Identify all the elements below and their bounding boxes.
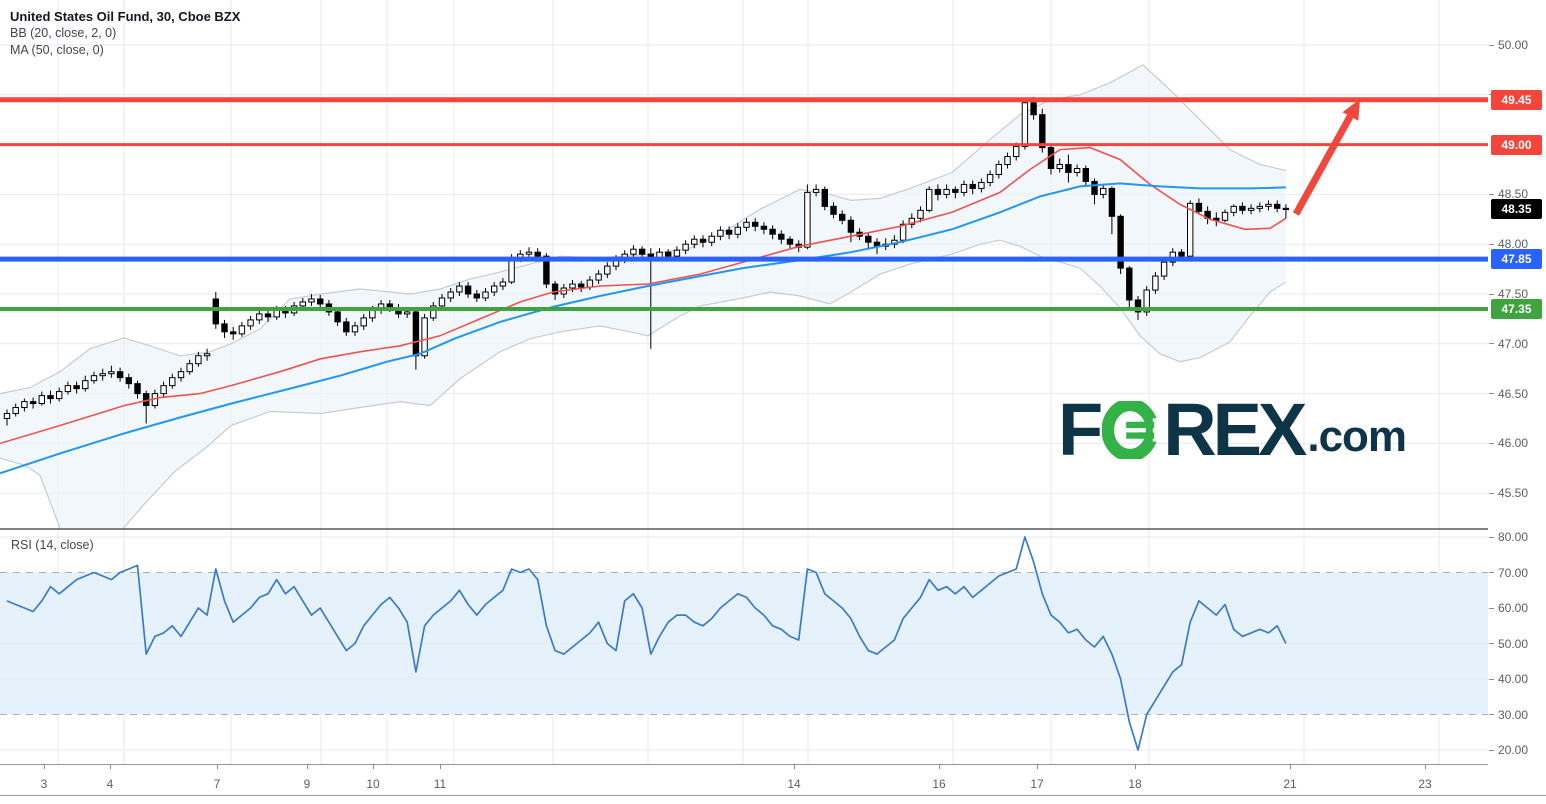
chart-title[interactable]: United States Oil Fund, 30, Cboe BZX	[10, 9, 241, 24]
price-badge: 49.45	[1491, 89, 1542, 110]
time-tick-dash	[1425, 765, 1426, 769]
time-tick-label: 4	[106, 777, 114, 791]
forex-logo: F REX .com	[1058, 388, 1407, 471]
time-tick-label: 9	[303, 777, 311, 791]
time-tick-label: 7	[213, 777, 221, 791]
price-tick-label: 50.00	[1498, 38, 1529, 52]
time-tick-dash	[217, 765, 218, 769]
rsi-pane	[0, 536, 1488, 751]
forex-logo-dotcom: .com	[1307, 412, 1407, 461]
forex-logo-o-icon	[1102, 401, 1161, 459]
price-badge: 47.35	[1491, 298, 1542, 319]
time-tick-dash	[1037, 765, 1038, 769]
rsi-tick-dash	[1489, 678, 1494, 680]
time-tick-dash	[44, 765, 45, 769]
time-tick-dash	[1135, 765, 1136, 769]
legend: United States Oil Fund, 30, Cboe BZX BB …	[10, 8, 240, 59]
indicator-ma-label[interactable]: MA (50, close, 0)	[10, 43, 104, 57]
time-tick-dash	[794, 765, 795, 769]
price-tick-label: 47.00	[1498, 336, 1529, 351]
time-tick-dash	[110, 765, 111, 769]
rsi-tick-label: 60.00	[1498, 601, 1529, 615]
indicator-bb-label[interactable]: BB (20, close, 2, 0)	[10, 26, 117, 40]
rsi-tick-label: 70.00	[1498, 565, 1529, 580]
candlestick-series	[3, 96, 1290, 426]
price-badge: 47.85	[1491, 249, 1542, 270]
price-tick-dash	[1489, 442, 1494, 444]
rsi-tick-label: 40.00	[1498, 672, 1529, 686]
rsi-tick-dash	[1489, 714, 1494, 715]
rsi-tick-dash	[1489, 749, 1494, 751]
price-badge: 48.35	[1491, 199, 1542, 220]
time-tick-label: 23	[1418, 777, 1432, 791]
forex-logo-rex: REX	[1163, 388, 1307, 471]
time-tick-label: 18	[1128, 777, 1142, 791]
time-tick-label: 10	[366, 777, 380, 791]
time-tick-label: 3	[40, 777, 48, 791]
rsi-tick-dash	[1489, 536, 1494, 538]
time-tick-label: 11	[433, 777, 447, 791]
price-tick-dash	[1489, 393, 1494, 395]
price-tick-dash	[1489, 44, 1494, 46]
trend-arrow[interactable]	[1292, 99, 1360, 216]
price-tick-label: 48.50	[1498, 187, 1529, 202]
time-tick-dash	[373, 765, 374, 769]
price-tick-label: 45.50	[1498, 486, 1529, 501]
rsi-tick-dash	[1489, 572, 1494, 573]
rsi-tick-label: 20.00	[1498, 743, 1529, 757]
price-tick-dash	[1489, 343, 1494, 345]
time-tick-dash	[939, 765, 940, 769]
price-tick-dash	[1489, 243, 1494, 245]
time-tick-dash	[440, 765, 441, 769]
rsi-tick-dash	[1489, 643, 1494, 644]
time-tick-label: 21	[1283, 777, 1297, 791]
price-tick-dash	[1489, 492, 1494, 494]
time-tick-label: 14	[787, 777, 801, 791]
forex-logo-f: F	[1058, 388, 1103, 471]
price-tick-dash	[1489, 193, 1494, 195]
time-tick-label: 16	[932, 777, 946, 791]
price-tick-label: 46.00	[1498, 436, 1529, 451]
indicator-rsi-label[interactable]: RSI (14, close)	[11, 538, 94, 552]
rsi-tick-label: 50.00	[1498, 636, 1529, 651]
ma50-line	[0, 182, 1287, 475]
price-tick-dash	[1489, 293, 1494, 295]
price-axis[interactable]: 50.0049.5048.5048.0047.5047.0046.5046.00…	[1488, 0, 1546, 795]
price-tick-label: 47.50	[1498, 287, 1529, 301]
time-axis[interactable]: 3 4 7 9 10 11 14 16 17 18 21 23	[0, 765, 1546, 795]
rsi-tick-label: 80.00	[1498, 530, 1529, 544]
price-tick-label: 48.00	[1498, 237, 1529, 252]
price-tick-label: 46.50	[1498, 386, 1529, 401]
time-tick-dash	[307, 765, 308, 769]
time-tick-dash	[1290, 765, 1291, 769]
rsi-tick-label: 30.00	[1498, 707, 1529, 722]
time-tick-label: 17	[1030, 777, 1044, 791]
support-resistance-lines[interactable]	[0, 97, 1488, 311]
bb-basis-line	[0, 146, 1287, 445]
rsi-tick-dash	[1489, 607, 1494, 609]
price-badge: 49.00	[1491, 134, 1542, 155]
